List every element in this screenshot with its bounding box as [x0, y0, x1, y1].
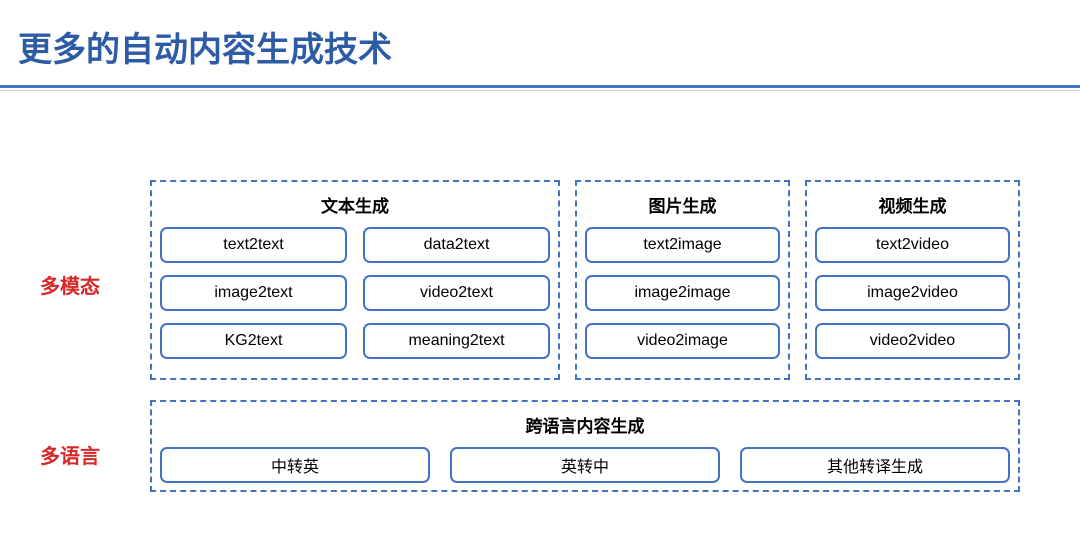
diagram-box: meaning2text [363, 323, 550, 359]
group-title: 图片生成 [585, 192, 780, 217]
group-跨语言内容生成: 跨语言内容生成中转英英转中其他转译生成 [150, 400, 1020, 492]
side-label-modal: 多模态 [40, 270, 100, 299]
group-grid: text2video image2video video2video [815, 227, 1010, 359]
diagram-box: text2text [160, 227, 347, 263]
title-rule [0, 85, 1080, 88]
title-rule-thin [0, 90, 1080, 91]
diagram-box: video2text [363, 275, 550, 311]
diagram-box: text2video [815, 227, 1010, 263]
group-title: 文本生成 [160, 192, 550, 217]
group-title: 视频生成 [815, 192, 1010, 217]
diagram-box: image2image [585, 275, 780, 311]
diagram-box: image2video [815, 275, 1010, 311]
side-label-lang: 多语言 [40, 440, 100, 469]
group-视频生成: 视频生成 text2video image2video video2video [805, 180, 1020, 380]
diagram-box: image2text [160, 275, 347, 311]
group-title: 跨语言内容生成 [160, 412, 1010, 437]
diagram-box: data2text [363, 227, 550, 263]
diagram-box: KG2text [160, 323, 347, 359]
group-文本生成: 文本生成 text2text data2text image2text video2te… [150, 180, 560, 380]
diagram-box: text2image [585, 227, 780, 263]
diagram-box: 英转中 [450, 447, 720, 483]
slide-title: 更多的自动内容生成技术 [0, 0, 1080, 85]
diagram-box: video2video [815, 323, 1010, 359]
diagram-box: 中转英 [160, 447, 430, 483]
group-grid: text2text data2text image2text video2text KG… [160, 227, 550, 359]
group-图片生成: 图片生成 text2image image2image video2image [575, 180, 790, 380]
group-row: 中转英英转中其他转译生成 [160, 447, 1010, 483]
diagram-box: video2image [585, 323, 780, 359]
group-grid: text2image image2image video2image [585, 227, 780, 359]
diagram-box: 其他转译生成 [740, 447, 1010, 483]
